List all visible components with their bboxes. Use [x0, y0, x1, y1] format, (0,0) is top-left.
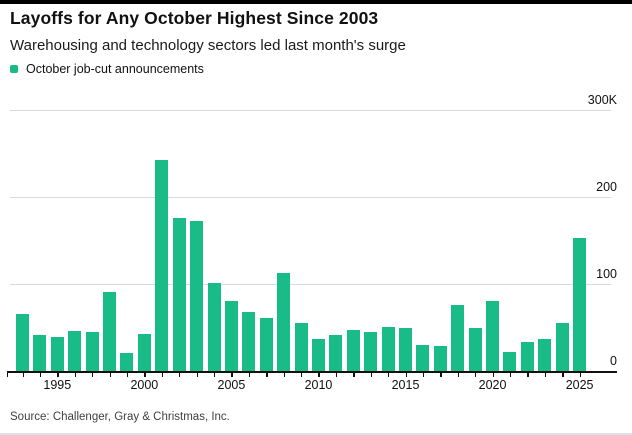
- legend: October job-cut announcements: [10, 62, 204, 76]
- x-axis-tick-2002: [179, 373, 181, 377]
- y-axis-label-100: 100: [596, 267, 617, 281]
- x-axis-tick-2009: [301, 373, 303, 377]
- x-axis-tick-2017: [440, 373, 442, 377]
- x-axis-tick-1999: [126, 373, 129, 377]
- gridline-300: [10, 110, 611, 111]
- x-axis-label-2025: 2025: [565, 378, 594, 392]
- bar-2005: [224, 301, 238, 371]
- top-border-rule: [0, 0, 632, 4]
- bar-2003: [190, 221, 204, 371]
- x-axis-tick-2007: [266, 373, 268, 377]
- x-axis-tick-2019: [475, 373, 477, 377]
- bar-1997: [85, 331, 99, 371]
- bar-1996: [68, 330, 82, 371]
- bar-2011: [329, 335, 343, 371]
- bar-1995: [50, 337, 64, 371]
- bar-2016: [416, 344, 430, 371]
- x-axis-tick-2013: [370, 373, 372, 377]
- bar-2018: [451, 304, 465, 371]
- bar-2001: [155, 160, 169, 371]
- x-axis-tick-2024: [562, 373, 564, 377]
- legend-swatch-icon: [10, 65, 18, 73]
- y-axis-label-300K: 300K: [587, 93, 617, 107]
- x-axis-line: [7, 371, 617, 373]
- gridline-200: [10, 197, 611, 198]
- bar-2021: [503, 351, 517, 371]
- x-axis-tick-2000: [144, 373, 146, 377]
- bar-2006: [242, 311, 256, 371]
- y-axis-label-0: 0: [610, 354, 617, 368]
- bar-2023: [538, 338, 552, 371]
- bar-2010: [311, 338, 325, 371]
- x-axis-tick-2025: [579, 373, 581, 377]
- x-axis-tick-2010: [318, 373, 320, 377]
- x-axis-label-2005: 2005: [217, 378, 246, 392]
- bar-1994: [33, 335, 47, 371]
- y-axis-label-200: 200: [596, 180, 617, 194]
- bottom-border-rule: [0, 433, 632, 435]
- x-axis-tick-2012: [353, 373, 355, 377]
- x-axis-tick-1993: [22, 373, 24, 377]
- bar-2009: [294, 323, 308, 371]
- bar-2024: [555, 323, 569, 371]
- bar-2017: [433, 345, 447, 371]
- x-axis-tick-2015: [405, 373, 407, 377]
- x-axis-tick-2018: [457, 373, 460, 377]
- bar-2025: [573, 237, 587, 371]
- x-axis-label-2020: 2020: [478, 378, 507, 392]
- x-axis-tick-2005: [231, 373, 233, 377]
- bar-2015: [399, 327, 413, 371]
- chart-title: Layoffs for Any October Highest Since 20…: [10, 8, 379, 28]
- x-axis-tick-2022: [527, 373, 529, 377]
- source-note: Source: Challenger, Gray & Christmas, In…: [10, 411, 230, 423]
- x-axis-tick-start: [7, 373, 9, 377]
- x-axis-label-2000: 2000: [130, 378, 159, 392]
- x-axis-tick-1994: [39, 373, 42, 377]
- bar-2012: [346, 330, 360, 371]
- x-axis-tick-2016: [422, 373, 425, 377]
- x-axis-tick-1997: [92, 373, 94, 377]
- bar-1999: [120, 352, 134, 371]
- bar-2020: [486, 301, 500, 371]
- bar-2004: [207, 283, 221, 371]
- x-axis-label-1995: 1995: [43, 378, 72, 392]
- x-axis-tick-1998: [109, 373, 111, 377]
- bar-2007: [259, 317, 273, 371]
- x-axis-tick-2020: [492, 373, 494, 377]
- bar-2014: [381, 326, 395, 371]
- x-axis-tick-2003: [196, 373, 198, 377]
- bar-2000: [137, 334, 151, 371]
- chart-subtitle: Warehousing and technology sectors led l…: [10, 37, 406, 54]
- bar-2013: [364, 331, 378, 371]
- bar-1993: [16, 314, 29, 371]
- bar-2002: [172, 217, 186, 371]
- gridline-100: [10, 284, 611, 285]
- x-axis-tick-2008: [283, 373, 285, 377]
- legend-label: October job-cut announcements: [26, 62, 204, 76]
- x-axis-tick-2006: [248, 373, 251, 377]
- x-axis-tick-2011: [335, 373, 338, 377]
- x-axis-tick-2014: [388, 373, 390, 377]
- bar-1998: [103, 291, 117, 371]
- x-axis-tick-2001: [161, 373, 164, 377]
- x-axis-tick-1996: [74, 373, 77, 377]
- bar-2022: [520, 342, 534, 371]
- bar-2019: [468, 327, 482, 371]
- x-axis-tick-2021: [509, 373, 512, 377]
- x-axis-label-2010: 2010: [304, 378, 333, 392]
- x-axis-tick-1995: [57, 373, 59, 377]
- bar-2008: [277, 272, 291, 371]
- x-axis-tick-2023: [544, 373, 547, 377]
- x-axis-tick-2004: [214, 373, 216, 377]
- x-axis-label-2015: 2015: [391, 378, 420, 392]
